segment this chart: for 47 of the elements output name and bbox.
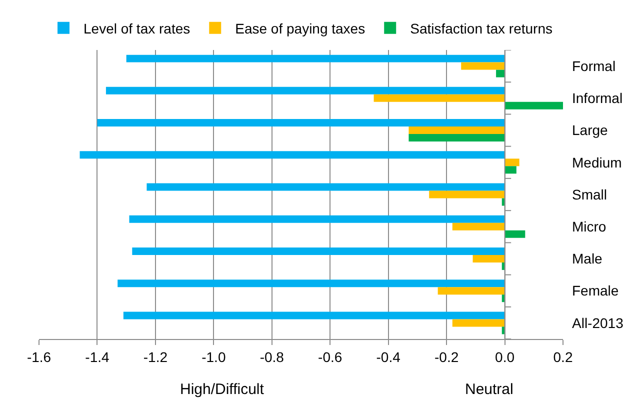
legend-label: Ease of paying taxes — [235, 20, 366, 36]
bar — [123, 312, 505, 320]
legend-label: Satisfaction tax returns — [410, 20, 553, 36]
bar — [504, 230, 526, 238]
bar — [504, 102, 563, 110]
bar — [496, 70, 505, 78]
bar — [97, 119, 505, 127]
y-tick-label: Informal — [572, 90, 623, 106]
y-tick-label: All-2013 — [572, 314, 624, 331]
bar — [146, 183, 505, 191]
bar — [118, 280, 505, 288]
bar — [129, 215, 505, 223]
bar — [106, 86, 505, 94]
y-tick-label: Formal — [572, 58, 616, 74]
x-tick-label: -0.2 — [434, 348, 459, 365]
y-tick-label: Small — [572, 186, 608, 202]
bar — [374, 94, 505, 102]
text: High/Difficult — [180, 381, 265, 398]
x-tick-label: -1.6 — [26, 348, 52, 365]
x-tick-label: 0.0 — [495, 348, 515, 365]
x-tick-label: -0.4 — [376, 348, 401, 365]
y-tick-label: Micro — [572, 218, 606, 235]
bar — [504, 158, 520, 166]
text: Neutral — [465, 381, 514, 398]
bar — [132, 247, 505, 255]
x-tick-label: -0.8 — [260, 348, 284, 365]
bar — [408, 126, 505, 134]
x-tick-label: 0.2 — [553, 348, 573, 365]
y-tick-label: Female — [572, 282, 619, 299]
bar — [429, 190, 505, 198]
x-tick-label: -1.4 — [85, 348, 110, 365]
bar — [504, 166, 516, 174]
legend-label: Level of tax rates — [84, 20, 190, 36]
bar — [80, 151, 505, 159]
bar — [452, 319, 505, 327]
bar — [452, 222, 505, 230]
bar — [126, 54, 505, 62]
bar — [461, 62, 505, 70]
y-tick-label: Medium — [572, 154, 622, 170]
bar — [472, 254, 505, 262]
x-tick-label: -1.2 — [143, 348, 168, 365]
y-tick-label: Male — [572, 250, 603, 267]
x-tick-label: -0.6 — [318, 348, 342, 365]
bar — [438, 287, 505, 295]
x-tick-label: -1.0 — [202, 348, 226, 365]
y-tick-label: Large — [572, 122, 608, 138]
bar — [408, 134, 505, 142]
